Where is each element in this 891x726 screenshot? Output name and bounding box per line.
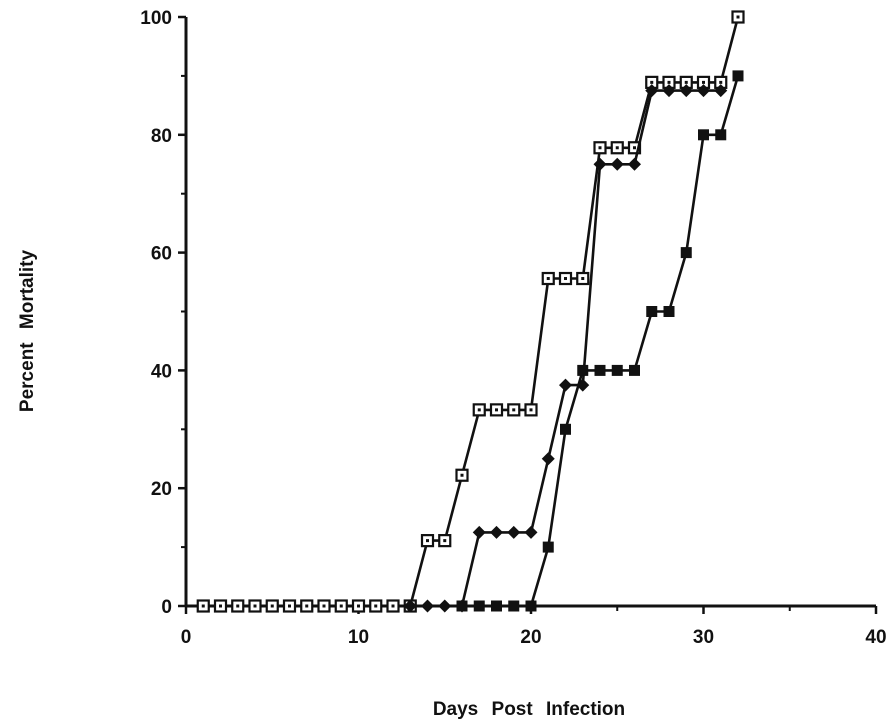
- y-tick-label: 40: [151, 361, 172, 382]
- tick-group: 0 10 20 30 40 0 20 40 60 80 100: [140, 8, 886, 648]
- data-point-open-square-center: [650, 80, 654, 84]
- data-point-filled-square: [491, 600, 502, 612]
- data-point-open-square-center: [426, 539, 429, 543]
- data-point-open-square-center: [495, 408, 498, 412]
- data-point-open-square-center: [529, 408, 533, 412]
- data-point-filled-square: [473, 600, 485, 612]
- data-point-diamond: [472, 525, 486, 539]
- series-2-line: [410, 89, 721, 608]
- data-point-filled-square: [577, 364, 589, 376]
- data-point-open-square-center: [339, 604, 343, 608]
- data-point-diamond: [403, 599, 417, 613]
- y-tick-label: 20: [151, 479, 172, 500]
- y-tick-label: 80: [151, 126, 172, 147]
- data-point-open-square-center: [305, 604, 309, 608]
- data-point-filled-square: [663, 306, 675, 317]
- data-point-diamond: [697, 84, 710, 98]
- data-point-diamond: [679, 84, 693, 98]
- data-point-filled-square: [560, 423, 571, 435]
- data-point-diamond: [421, 599, 434, 613]
- data-point-open-square-center: [219, 604, 222, 608]
- data-point-open-square-center: [702, 80, 705, 84]
- data-point-diamond: [662, 84, 676, 98]
- data-point-filled-square: [732, 70, 744, 82]
- y-axis-label: Percent Mortality: [17, 249, 38, 412]
- data-point-open-square-center: [615, 146, 619, 150]
- data-point-open-square-center: [477, 408, 481, 412]
- data-point-open-square-center: [391, 604, 395, 608]
- data-point-open-square-center: [633, 146, 636, 150]
- data-point-open-square-center: [374, 604, 378, 608]
- data-point-diamond: [610, 157, 624, 171]
- data-point-open-square-center: [253, 604, 257, 608]
- data-point-filled-square: [525, 600, 537, 612]
- x-tick-label: 0: [181, 627, 192, 648]
- data-point-filled-square: [715, 129, 727, 141]
- data-point-filled-square: [594, 364, 606, 376]
- data-point-open-square-center: [443, 539, 447, 543]
- data-point-filled-square: [542, 541, 554, 553]
- data-point-filled-square: [629, 364, 640, 376]
- data-point-open-square-center: [564, 277, 567, 281]
- data-point-diamond: [490, 525, 503, 539]
- data-point-open-square-center: [667, 80, 671, 84]
- x-tick-label: 10: [348, 627, 369, 648]
- x-tick-label: 40: [865, 627, 886, 648]
- data-point-diamond: [524, 525, 538, 539]
- data-point-filled-square: [508, 600, 520, 612]
- y-tick-label: 100: [140, 8, 172, 29]
- y-tick-label: 60: [151, 244, 172, 265]
- data-point-open-square-center: [581, 277, 585, 281]
- data-point-open-square-center: [322, 604, 326, 608]
- data-point-diamond: [714, 84, 728, 98]
- data-point-filled-square: [646, 306, 658, 317]
- data-point-open-square-center: [288, 604, 291, 608]
- series-2: [403, 84, 728, 613]
- data-point-open-square-center: [460, 473, 464, 477]
- y-tick-label: 0: [161, 597, 172, 618]
- series-3: [456, 70, 744, 612]
- axes: [184, 17, 876, 608]
- data-point-open-square-center: [512, 408, 516, 412]
- data-point-open-square-center: [736, 15, 740, 19]
- data-point-open-square-center: [598, 146, 602, 150]
- x-tick-label: 30: [693, 627, 714, 648]
- data-point-diamond: [438, 599, 452, 613]
- x-axis-label: Days Post Infection: [433, 699, 625, 720]
- data-point-filled-square: [456, 600, 468, 612]
- data-point-open-square-center: [719, 80, 723, 84]
- data-point-diamond: [645, 84, 659, 98]
- data-point-diamond: [559, 378, 572, 392]
- data-point-filled-square: [698, 129, 709, 141]
- data-point-open-square-center: [357, 604, 360, 608]
- data-point-diamond: [541, 452, 555, 466]
- data-point-open-square-center: [684, 80, 688, 84]
- data-point-diamond: [628, 157, 641, 171]
- x-tick-label: 20: [520, 627, 541, 648]
- data-point-filled-square: [611, 364, 623, 376]
- data-point-open-square-center: [236, 604, 240, 608]
- data-point-open-square-center: [546, 277, 550, 281]
- data-point-diamond: [593, 157, 607, 171]
- data-point-diamond: [507, 525, 521, 539]
- data-point-open-square-center: [201, 604, 205, 608]
- series-group: [196, 10, 745, 613]
- data-point-open-square-center: [270, 604, 274, 608]
- data-point-filled-square: [680, 247, 692, 259]
